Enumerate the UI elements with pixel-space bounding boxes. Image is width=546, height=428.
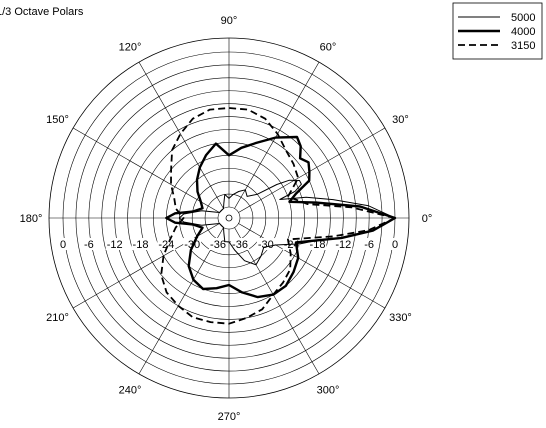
angle-label: 30° bbox=[392, 114, 409, 126]
angle-spoke bbox=[234, 61, 320, 209]
series-line-4000 bbox=[165, 135, 397, 299]
legend-label: 4000 bbox=[511, 26, 535, 38]
tick-label-bg bbox=[157, 238, 176, 250]
legend-label: 5000 bbox=[511, 12, 535, 24]
angle-label: 120° bbox=[119, 42, 142, 54]
series-line-3150 bbox=[160, 107, 396, 325]
angle-label: 240° bbox=[119, 384, 142, 396]
radial-tick-label: -18 bbox=[310, 239, 326, 251]
tick-label-bg bbox=[334, 238, 353, 250]
angle-labels: 0° 30° 60° 90° 120° 150° 180° 210° 240° 270° 300° 3… bbox=[20, 15, 433, 423]
angle-label: 0° bbox=[422, 213, 433, 225]
radial-tick-label: -36 bbox=[210, 239, 226, 251]
angle-spoke bbox=[234, 227, 320, 375]
tick-label-bg bbox=[386, 238, 404, 250]
series-line-5000 bbox=[178, 179, 396, 266]
radial-tick-label: -36 bbox=[232, 239, 248, 251]
radial-tick-label: -6 bbox=[84, 239, 94, 251]
legend-label: 3150 bbox=[511, 40, 535, 52]
tick-label-bg bbox=[79, 238, 98, 250]
angle-spoke bbox=[138, 227, 224, 375]
tick-label-bg bbox=[131, 238, 150, 250]
tick-label-bg bbox=[183, 238, 202, 250]
angle-spoke bbox=[72, 223, 220, 309]
radial-tick-label: -30 bbox=[258, 239, 274, 251]
angle-spoke bbox=[72, 127, 220, 213]
center-mark bbox=[225, 214, 233, 222]
angle-label: 150° bbox=[46, 114, 69, 126]
angle-label: 300° bbox=[317, 384, 340, 396]
angle-spoke bbox=[238, 127, 386, 213]
radial-tick-label: -6 bbox=[364, 239, 374, 251]
angle-label: 60° bbox=[320, 42, 337, 54]
angle-label: 210° bbox=[46, 312, 69, 324]
radial-tick-label: 0 bbox=[60, 239, 66, 251]
angle-spoke bbox=[238, 223, 386, 309]
radial-tick-label: -12 bbox=[335, 239, 351, 251]
chart-title: 1/3 Octave Polars bbox=[0, 6, 84, 18]
tick-label-bg bbox=[105, 238, 124, 250]
tick-label-bg bbox=[54, 238, 72, 250]
tick-label-bg bbox=[231, 238, 249, 250]
radial-tick-label: -18 bbox=[133, 239, 149, 251]
angle-label: 330° bbox=[389, 312, 412, 324]
tick-label-bg bbox=[209, 238, 227, 250]
legend: 5000 4000 3150 bbox=[452, 2, 543, 60]
angle-label: 270° bbox=[218, 411, 241, 423]
radial-tick-label: 0 bbox=[392, 239, 398, 251]
radial-tick-label: -24 bbox=[158, 239, 174, 251]
series-lines bbox=[160, 107, 397, 325]
angle-spoke bbox=[138, 61, 224, 209]
tick-label-bg bbox=[256, 238, 275, 250]
tick-label-bg bbox=[360, 238, 379, 250]
angle-label: 90° bbox=[221, 15, 238, 27]
angle-label: 180° bbox=[20, 213, 43, 225]
radial-tick-labels: 0 0-6 -6-12 -12-18 -18-24 -24-30 -30-36 -36 bbox=[54, 238, 404, 251]
radial-tick-label: -12 bbox=[107, 239, 123, 251]
angle-spokes bbox=[49, 38, 409, 398]
